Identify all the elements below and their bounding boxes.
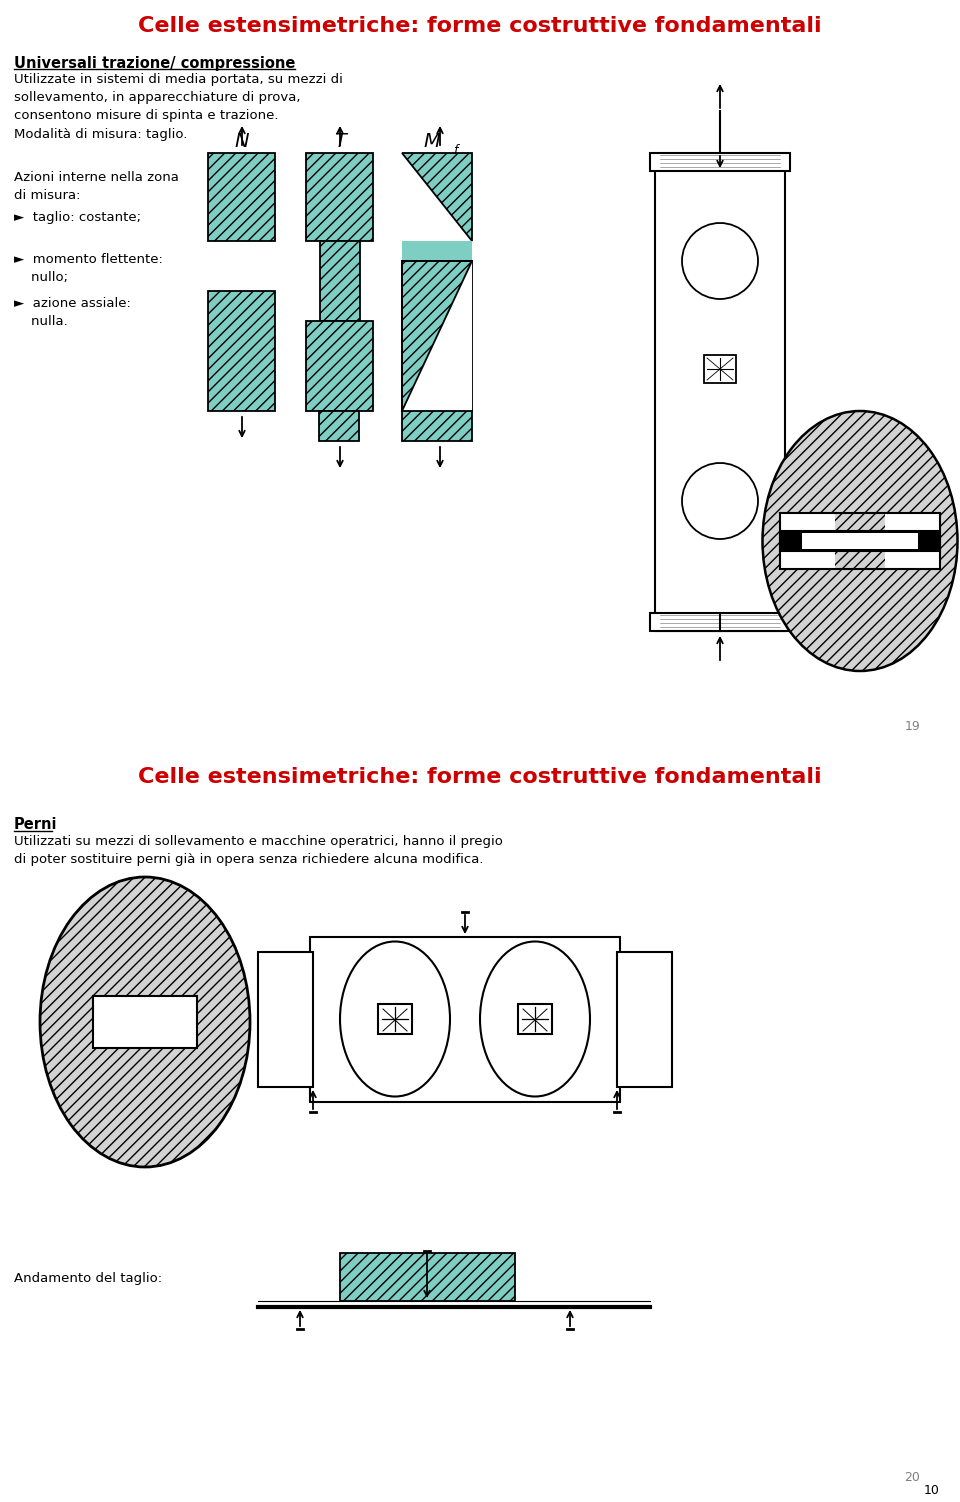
Bar bbox=[306, 153, 373, 240]
Text: ►  taglio: costante;: ► taglio: costante; bbox=[14, 210, 141, 224]
Text: Azioni interne nella zona
di misura:: Azioni interne nella zona di misura: bbox=[14, 171, 179, 201]
Bar bbox=[655, 161, 785, 631]
Bar bbox=[402, 261, 472, 412]
Bar bbox=[319, 412, 359, 442]
Bar bbox=[650, 613, 790, 631]
Text: ►  momento flettente:
    nullo;: ► momento flettente: nullo; bbox=[14, 252, 163, 284]
Bar bbox=[518, 1003, 552, 1033]
Bar bbox=[402, 412, 472, 442]
Ellipse shape bbox=[480, 942, 590, 1096]
Bar bbox=[306, 321, 373, 412]
Text: Celle estensimetriche: forme costruttive fondamentali: Celle estensimetriche: forme costruttive… bbox=[138, 17, 822, 36]
Text: Utilizzate in sistemi di media portata, su mezzi di
sollevamento, in apparecchia: Utilizzate in sistemi di media portata, … bbox=[14, 74, 343, 122]
Bar bbox=[650, 153, 790, 171]
Text: M: M bbox=[423, 132, 441, 152]
Polygon shape bbox=[402, 153, 472, 240]
Bar bbox=[780, 532, 940, 551]
Text: Perni: Perni bbox=[14, 817, 58, 832]
Bar bbox=[617, 952, 672, 1087]
Text: Celle estensimetriche: forme costruttive fondamentali: Celle estensimetriche: forme costruttive… bbox=[138, 768, 822, 787]
Text: Universali trazione/ compressione: Universali trazione/ compressione bbox=[14, 56, 296, 71]
Bar bbox=[780, 514, 835, 569]
Circle shape bbox=[682, 222, 758, 299]
Bar bbox=[704, 354, 736, 383]
Bar bbox=[208, 153, 275, 240]
Text: f: f bbox=[453, 144, 457, 158]
Bar bbox=[885, 514, 940, 569]
Text: N: N bbox=[234, 132, 250, 152]
Text: Utilizzati su mezzi di sollevamento e macchine operatrici, hanno il pregio
di po: Utilizzati su mezzi di sollevamento e ma… bbox=[14, 835, 503, 867]
Bar bbox=[378, 1003, 412, 1033]
Bar bbox=[258, 952, 313, 1087]
Text: ►  azione assiale:
    nulla.: ► azione assiale: nulla. bbox=[14, 297, 131, 327]
Bar bbox=[402, 240, 472, 261]
Bar bbox=[310, 937, 620, 1102]
Ellipse shape bbox=[40, 877, 250, 1167]
Circle shape bbox=[682, 463, 758, 539]
Bar bbox=[340, 1253, 515, 1301]
Polygon shape bbox=[402, 261, 472, 412]
Ellipse shape bbox=[340, 942, 450, 1096]
Bar bbox=[802, 533, 918, 550]
Text: T: T bbox=[334, 132, 346, 152]
Bar bbox=[320, 240, 360, 321]
Text: 10: 10 bbox=[924, 1484, 940, 1497]
Text: 19: 19 bbox=[904, 719, 920, 733]
Ellipse shape bbox=[762, 412, 957, 671]
Bar bbox=[208, 291, 275, 412]
Text: Andamento del taglio:: Andamento del taglio: bbox=[14, 1272, 162, 1286]
Text: Modalità di misura: taglio.: Modalità di misura: taglio. bbox=[14, 128, 187, 141]
Text: 20: 20 bbox=[904, 1470, 920, 1484]
Bar bbox=[93, 996, 197, 1048]
